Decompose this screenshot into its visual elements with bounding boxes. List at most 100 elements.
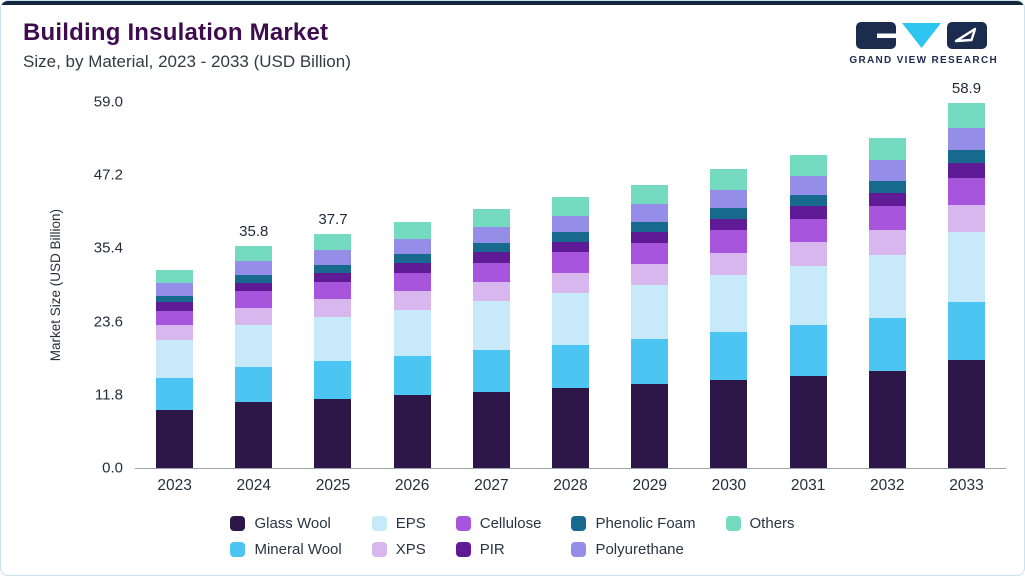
bar-segment-phenolic-foam xyxy=(789,195,827,207)
bar-stack xyxy=(472,102,510,468)
bar-segment-eps xyxy=(710,275,748,333)
bar-segment-mineral-wool xyxy=(710,332,748,380)
bar-segment-polyurethane xyxy=(156,283,194,296)
bar-segment-glass-wool xyxy=(235,402,273,468)
bar-segment-xps xyxy=(235,308,273,325)
legend-swatch xyxy=(371,542,387,557)
bar-segment-others xyxy=(631,185,669,205)
bar-segment-cellulose xyxy=(631,242,669,264)
bar-segment-eps xyxy=(472,301,510,351)
legend-swatch xyxy=(230,516,246,531)
bar-segment-polyurethane xyxy=(314,250,352,265)
legend-swatch xyxy=(725,516,741,531)
bar-segment-phenolic-foam xyxy=(552,232,590,242)
title-block: Building Insulation Market Size, by Mate… xyxy=(23,19,351,72)
legend-label: PIR xyxy=(479,541,505,558)
bar-segment-others xyxy=(235,246,273,261)
legend-label: Polyurethane xyxy=(595,541,684,558)
bar-segment-xps xyxy=(868,230,906,256)
legend-item-pir: PIR xyxy=(455,541,542,558)
legend-label: Glass Wool xyxy=(254,515,331,532)
bar-segment-polyurethane xyxy=(710,189,748,209)
bar-segment-polyurethane xyxy=(789,175,827,196)
x-axis-label: 2033 xyxy=(949,477,984,494)
bar-segment-mineral-wool xyxy=(868,317,906,371)
bar-stack xyxy=(868,102,906,468)
bar-segment-cellulose xyxy=(314,281,352,300)
legend-item-phenolic-foam: Phenolic Foam xyxy=(571,515,696,532)
bar-segment-mineral-wool xyxy=(156,378,194,410)
bar-segment-polyurethane xyxy=(552,215,590,233)
bar-segment-xps xyxy=(710,252,748,276)
bar-segment-others xyxy=(314,234,352,251)
bar-column-2033: 58.9 2033 xyxy=(927,80,1006,494)
bar-segment-mineral-wool xyxy=(235,366,273,403)
legend-swatch xyxy=(230,542,246,557)
bar-segment-polyurethane xyxy=(631,204,669,222)
bar-segment-cellulose xyxy=(789,218,827,243)
bar-stack xyxy=(631,102,669,468)
page-subtitle: Size, by Material, 2023 - 2033 (USD Bill… xyxy=(23,52,351,71)
legend-item-eps: EPS xyxy=(371,515,426,532)
bar-segment-phenolic-foam xyxy=(631,221,669,232)
bar-segment-phenolic-foam xyxy=(156,295,194,303)
legend-swatch xyxy=(455,542,471,557)
bar-segment-xps xyxy=(947,205,985,233)
x-axis-label: 2023 xyxy=(157,477,192,494)
bar-segment-pir xyxy=(235,282,273,292)
bar-segment-mineral-wool xyxy=(789,325,827,376)
bar-stack xyxy=(552,102,590,468)
bar-segment-eps xyxy=(235,324,273,367)
bar-segment-pir xyxy=(552,241,590,253)
legend-swatch xyxy=(571,542,587,557)
bar-segment-glass-wool xyxy=(789,375,827,468)
legend-item-mineral-wool: Mineral Wool xyxy=(230,541,342,558)
bar-segment-pir xyxy=(789,206,827,219)
bar-segment-others xyxy=(947,102,985,128)
bar-segment-others xyxy=(868,138,906,161)
legend-item-xps: XPS xyxy=(371,541,426,558)
bar-segment-polyurethane xyxy=(235,260,273,275)
bar-segment-phenolic-foam xyxy=(710,208,748,219)
x-axis-label: 2025 xyxy=(315,477,351,494)
bar-segment-mineral-wool xyxy=(472,350,510,392)
bar-segment-eps xyxy=(314,316,352,362)
legend-label: XPS xyxy=(395,541,426,558)
legend-item-cellulose: Cellulose xyxy=(455,515,541,532)
bar-segment-xps xyxy=(156,325,194,341)
bar-segment-pir xyxy=(947,163,985,178)
bar-segment-polyurethane xyxy=(868,160,906,181)
bar-segment-mineral-wool xyxy=(552,344,590,388)
legend-item-glass-wool: Glass Wool xyxy=(230,515,341,532)
x-axis-label: 2032 xyxy=(870,477,905,494)
bar-segment-phenolic-foam xyxy=(393,254,431,263)
bar-segment-glass-wool xyxy=(631,384,669,468)
bar-column-2026: 2026 xyxy=(373,102,452,494)
x-axis-label: 2028 xyxy=(553,477,588,494)
bar-segment-glass-wool xyxy=(156,409,194,468)
bar-segment-pir xyxy=(868,192,906,206)
bar-segment-eps xyxy=(789,265,827,326)
y-tick: 0.0 xyxy=(102,459,123,477)
bar-segment-cellulose xyxy=(235,291,273,308)
bar-column-2029: 2029 xyxy=(610,102,689,494)
x-axis-label: 2027 xyxy=(474,477,509,494)
bar-segment-cellulose xyxy=(552,252,590,273)
bar-segment-others xyxy=(789,154,827,176)
legend-item-polyurethane: Polyurethane xyxy=(571,541,695,558)
bar-segment-glass-wool xyxy=(393,395,431,468)
bar-column-2030: 2030 xyxy=(689,102,768,494)
bar-segment-eps xyxy=(156,340,194,379)
bar-column-2027: 2027 xyxy=(452,102,531,494)
y-axis-title: Market Size (USD Billion) xyxy=(39,102,71,468)
bar-segment-pir xyxy=(472,252,510,263)
bar-segment-cellulose xyxy=(156,310,194,326)
plot-row: Market Size (USD Billion) 59.0 47.2 35.4 23… xyxy=(1,80,1024,494)
bar-segment-glass-wool xyxy=(472,391,510,468)
y-axis-ticks: 59.0 47.2 35.4 23.6 11.8 0.0 xyxy=(71,94,135,477)
bar-segment-phenolic-foam xyxy=(947,150,985,164)
bar-segment-phenolic-foam xyxy=(868,180,906,193)
bar-segment-eps xyxy=(868,255,906,318)
bar-segment-others xyxy=(472,209,510,227)
bar-stack xyxy=(789,102,827,468)
